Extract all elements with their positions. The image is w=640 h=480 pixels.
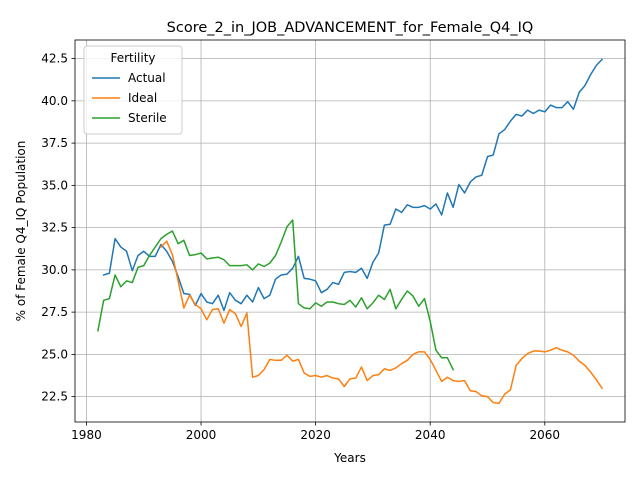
- y-tick-label: 25.0: [41, 347, 68, 361]
- y-tick-label: 32.5: [41, 221, 68, 235]
- y-tick-label: 42.5: [41, 52, 68, 66]
- x-tick-label: 2040: [415, 428, 446, 442]
- y-tick-label: 37.5: [41, 136, 68, 150]
- x-axis-ticks: 1980 2000 2020 2040 2060: [71, 422, 560, 442]
- x-axis-label: Years: [333, 451, 366, 465]
- series-line-actual: [102, 58, 604, 312]
- x-tick-label: 2060: [530, 428, 561, 442]
- legend-box: [83, 45, 183, 135]
- y-tick-label: 35.0: [41, 178, 68, 192]
- legend-title: Fertility: [110, 51, 155, 65]
- x-tick-label: 2000: [186, 428, 217, 442]
- y-tick-label: 30.0: [41, 263, 68, 277]
- axes-frame: [74, 39, 626, 423]
- y-axis-ticks: 22.5 25.0 27.5 30.0 32.5 35.0 37.5 40.0 42.5: [41, 52, 75, 404]
- y-tick-label: 27.5: [41, 305, 68, 319]
- series-line-ideal: [159, 240, 604, 405]
- legend: Fertility Actual Ideal Sterile: [83, 45, 183, 135]
- legend-label-actual: Actual: [128, 71, 166, 85]
- grid: [75, 40, 625, 422]
- x-tick-label: 2020: [300, 428, 331, 442]
- legend-label-sterile: Sterile: [128, 111, 167, 125]
- y-tick-label: 40.0: [41, 94, 68, 108]
- x-tick-label: 1980: [71, 428, 102, 442]
- y-axis-label: % of Female Q4_IQ Population: [14, 141, 28, 322]
- chart-title: Score_2_in_JOB_ADVANCEMENT_for_Female_Q4…: [167, 20, 534, 36]
- series-lines: [97, 58, 604, 405]
- legend-label-ideal: Ideal: [128, 91, 157, 105]
- legend-items: Actual Ideal Sterile: [92, 71, 167, 125]
- y-tick-label: 22.5: [41, 390, 68, 404]
- series-line-sterile: [97, 219, 455, 371]
